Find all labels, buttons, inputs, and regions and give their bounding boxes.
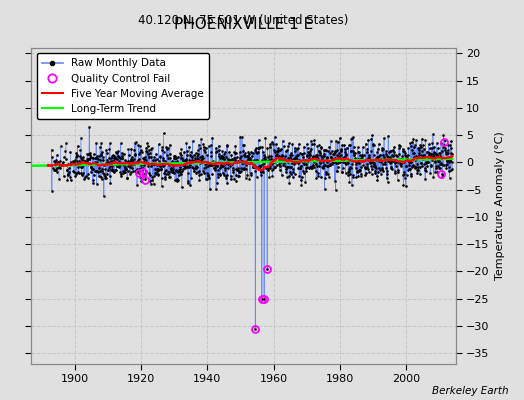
Y-axis label: Temperature Anomaly (°C): Temperature Anomaly (°C) (495, 132, 505, 280)
Title: PHOENIXVILLE 1 E: PHOENIXVILLE 1 E (174, 16, 313, 32)
Text: Berkeley Earth: Berkeley Earth (432, 386, 508, 396)
Text: 40.120 N, 75.501 W (United States): 40.120 N, 75.501 W (United States) (138, 14, 349, 28)
Legend: Raw Monthly Data, Quality Control Fail, Five Year Moving Average, Long-Term Tren: Raw Monthly Data, Quality Control Fail, … (37, 53, 209, 119)
